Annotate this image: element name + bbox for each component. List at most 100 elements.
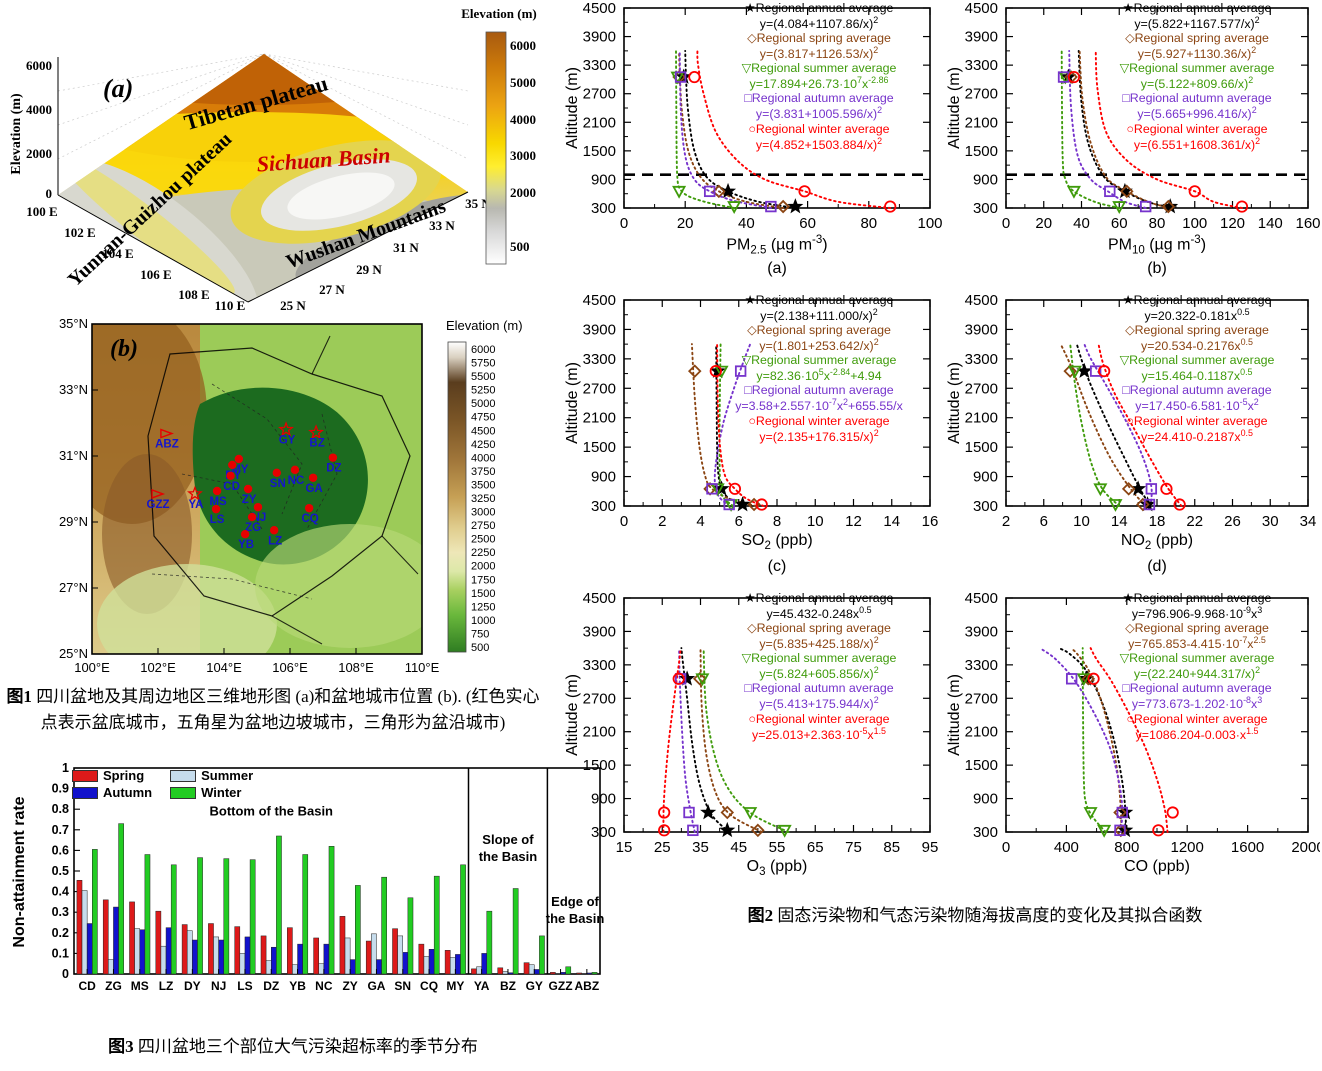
data-point-marker-autumn: [703, 185, 716, 198]
x-axis-label: PM2.5 (µg m-3): [726, 234, 828, 257]
bar-autumn-ZG: [113, 906, 119, 975]
y-tick-label: 300: [591, 824, 616, 841]
data-point-marker-winter: [1173, 498, 1186, 511]
x-tick-label: 108 E: [178, 287, 209, 302]
data-point-marker-autumn: [706, 483, 718, 495]
bar-autumn-DY: [192, 939, 198, 975]
y-axis-label: Altitude (m): [946, 362, 963, 444]
map-colorbar-tick-label: 5750: [471, 358, 495, 370]
y-axis-label: Altitude (m): [564, 674, 581, 756]
fig1a-3d-terrain: 6000 4000 2000 0 Elevation (m) 100 E 102 E 104 …: [6, 2, 558, 313]
bar-summer-YA: [476, 966, 482, 975]
bar-summer-NC: [318, 963, 325, 975]
legend-formula-summer: y=82.36·105x-2.84+4.94: [756, 367, 882, 384]
data-point-marker-autumn: [734, 365, 747, 377]
map-y-tick-label: 25°N: [59, 646, 88, 661]
x-tick-label: 12: [845, 513, 862, 530]
y-tick-label: 3900: [965, 29, 998, 46]
legend-label: Summer: [201, 768, 254, 783]
city-label-DZ: DZ: [326, 463, 341, 475]
city-marker-triangle: [160, 428, 174, 439]
data-point-marker-spring: [687, 364, 702, 378]
x-tick-label: 35: [692, 839, 709, 856]
data-point-marker-winter: [688, 70, 701, 84]
data-point-marker-autumn: [1114, 824, 1126, 837]
bar-summer-YB: [292, 964, 298, 975]
bar-winter-NC: [328, 846, 335, 975]
legend-swatch: [170, 786, 197, 799]
y-tick-label: 4500: [965, 0, 998, 17]
map-colorbar-tick-label: 5500: [471, 371, 495, 383]
data-point-marker-summer: [695, 673, 710, 687]
legend-formula-annual: y=20.322-0.181x0.5: [1144, 307, 1250, 324]
y-tick-label: 3300: [583, 57, 616, 74]
bar-winter-GZZ: [565, 966, 572, 975]
fit-curve-annual: [684, 49, 797, 209]
legend-formula-autumn: y=17.450-6.581·10-5x2: [1135, 397, 1259, 414]
fig2-panel-pm10: 0 20 40 60 80 100 120 140 160 300 900 1500 2100 2700 3…: [942, 0, 1321, 292]
bar-summer-LZ: [160, 945, 167, 975]
map-colorbar-tick-label: 3250: [471, 493, 495, 505]
legend-entry-annual: ★Regional annual average: [1122, 1, 1272, 15]
bar-spring-CQ: [418, 943, 425, 975]
x-tick-label: 30: [1262, 513, 1279, 530]
data-point-marker-summer: [1108, 499, 1123, 512]
city-marker-dot: [211, 504, 221, 514]
legend-entry-autumn: □Regional autumn average: [1122, 91, 1272, 106]
panel-sublabel: (c): [767, 558, 787, 575]
legend-entry-annual: ★Regional annual average: [744, 1, 894, 15]
bar-summer-ABZ: [581, 973, 588, 975]
bar-winter-ABZ: [591, 972, 598, 975]
x-tick-label: 1600: [1231, 839, 1264, 856]
data-point-marker-autumn: [1089, 365, 1102, 377]
legend-label: Spring: [103, 768, 145, 783]
y-tick-label: 4500: [965, 590, 998, 607]
data-point-marker-autumn: [687, 824, 699, 837]
legend-formula-summer: y=(22.240+944.317/x)2: [1133, 665, 1261, 682]
bar-autumn-ZY: [349, 959, 356, 975]
bar-y-tick-label: 0.6: [52, 843, 69, 857]
map-y-tick-label: 33°N: [59, 382, 88, 397]
y-tick-label: 900: [973, 469, 998, 486]
legend-formula-winter: y=(4.852+1503.884/x)2: [755, 135, 883, 152]
city-marker-star: [308, 424, 325, 440]
city-marker-dot: [269, 526, 279, 535]
legend-entry-summer: ▽Regional summer average: [1119, 651, 1275, 666]
bar-autumn-CD: [86, 923, 93, 975]
fig3-caption-text: 四川盆地三个部位大气污染超标率的季节分布: [133, 1037, 478, 1056]
data-point-marker-winter: [884, 200, 897, 213]
x-tick-label: 14: [1111, 513, 1128, 530]
legend-entry-spring: ◇Regional spring average: [747, 621, 891, 636]
fig2-caption: 图2 固态污染物和气态污染物随海拔高度的变化及其拟合函数: [642, 903, 1308, 929]
y-tick-label: 3900: [583, 29, 616, 46]
data-point-marker-spring: [776, 199, 790, 214]
city-label-GZZ: GZZ: [147, 499, 170, 511]
map-colorbar-tick-label: 2000: [471, 561, 495, 573]
legend-entry-winter: ○Regional winter average: [1126, 121, 1268, 136]
x-tick-label: 400: [1054, 839, 1079, 856]
x-tick-label: 6: [735, 513, 743, 530]
map-colorbar-tick-label: 5000: [471, 398, 495, 410]
bar-summer-ZY: [344, 937, 351, 975]
bar-autumn-LS: [244, 936, 251, 975]
map-colorbar-tick-label: 1500: [471, 588, 495, 600]
legend-entry-autumn: □Regional autumn average: [744, 383, 894, 398]
panel-plot-o3: 15 25 35 45 55 65 75 85 95 300 900 1500 2100 2700 3300…: [583, 590, 939, 856]
bar-y-tick-label: 0: [62, 967, 69, 981]
bar-chart-plot: 0 0.1 0.2 0.3 0.4 0.5 0.6 0.7 0.8 0.9 1 CD ZG MS LZ DY N…: [52, 761, 605, 993]
data-point-marker-autumn: [1145, 483, 1158, 495]
bar-summer-CQ: [423, 956, 430, 975]
x-tick-label: 20: [1035, 215, 1052, 232]
y-tick-label: 300: [973, 498, 998, 515]
data-point-marker-autumn: [674, 71, 687, 83]
data-point-marker-summer: [1066, 185, 1081, 199]
bar-y-tick-label: 0.3: [52, 905, 69, 919]
bar-winter-MY: [460, 864, 466, 975]
legend-formula-winter: y=(2.135+176.315/x)2: [759, 427, 879, 444]
city-marker-triangle: [151, 488, 166, 499]
city-marker-dot: [228, 460, 237, 470]
panel-legend: ★Regional annual average y=45.432-0.248x0…: [700, 591, 938, 742]
y-tick-label: 2100: [965, 410, 998, 427]
bar-spring-ZY: [339, 916, 346, 975]
y-tick-label: 300: [591, 498, 616, 515]
